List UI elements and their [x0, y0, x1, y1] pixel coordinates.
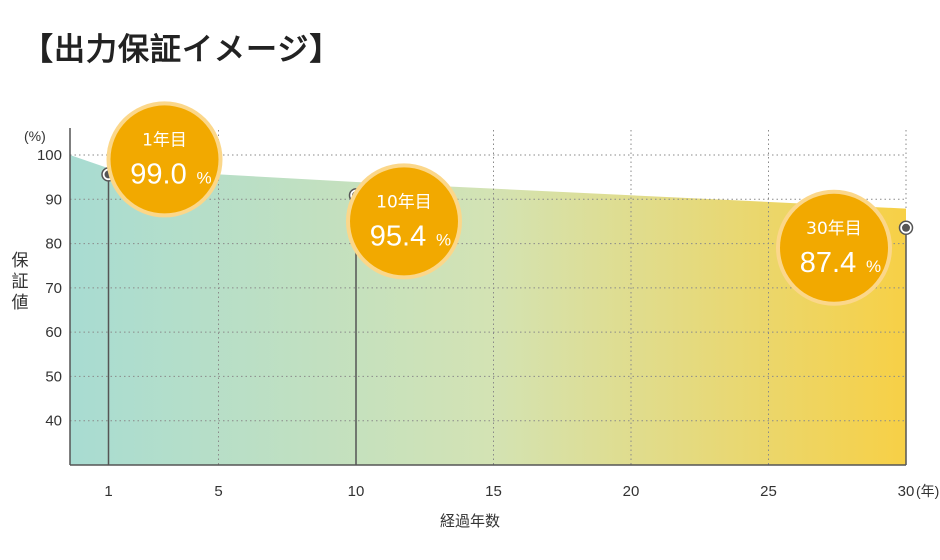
- x-tick-label: 5: [214, 483, 222, 500]
- marker-point-core: [902, 223, 910, 232]
- x-tick-label: 1: [104, 483, 112, 500]
- bubble-year-label: 10年目: [376, 192, 432, 212]
- bubble: [110, 105, 219, 214]
- y-tick-label: 60: [45, 324, 62, 341]
- bubble-unit: %: [197, 168, 212, 187]
- y-tick-label: 100: [37, 147, 62, 164]
- y-tick-label: 70: [45, 280, 62, 297]
- bubble-unit: %: [436, 230, 451, 249]
- bubble-value: 87.4: [800, 247, 856, 279]
- x-tick-label: 30: [898, 483, 915, 500]
- x-tick-label: 25: [760, 483, 777, 500]
- x-tick-label: 10: [348, 483, 365, 500]
- y-tick-label: 40: [45, 413, 62, 430]
- bubble-year-label: 30年目: [806, 219, 862, 239]
- bubble-value: 95.4: [370, 220, 426, 252]
- bubble: [780, 193, 888, 302]
- bubble-year-label: 1年目: [142, 130, 187, 150]
- x-axis-label: 経過年数: [440, 512, 500, 530]
- bubble: [350, 167, 458, 276]
- page-title: 【出力保証イメージ】: [22, 32, 342, 68]
- y-tick-label: 50: [45, 368, 62, 385]
- guarantee-area: [70, 155, 906, 465]
- bubble-value: 99.0: [130, 158, 186, 190]
- x-unit-label: (年): [916, 483, 939, 499]
- y-tick-label: 80: [45, 236, 62, 253]
- x-tick-label: 20: [623, 483, 640, 500]
- y-tick-label: 90: [45, 191, 62, 208]
- bubble-unit: %: [866, 257, 881, 276]
- y-axis-label: 保証値: [12, 251, 29, 313]
- x-tick-label: 15: [485, 483, 502, 500]
- y-unit-label: (%): [24, 128, 46, 144]
